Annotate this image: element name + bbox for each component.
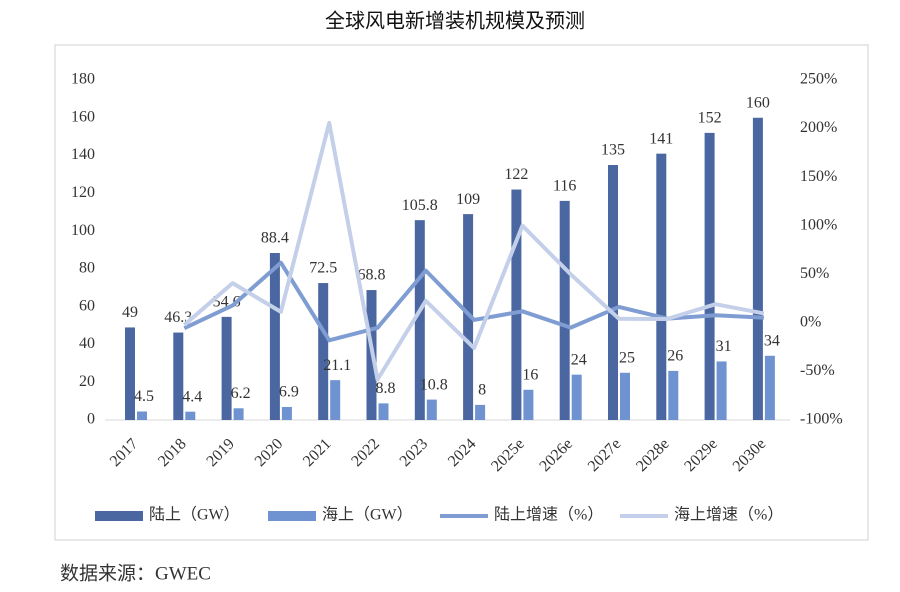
y-tick-label: 60 [79,297,95,314]
data-label: 105.8 [402,197,438,214]
bar [414,220,425,420]
data-label: 4.4 [182,388,202,405]
x-tick-label: 2019 [203,435,238,470]
legend-swatch [268,511,316,521]
y2-tick-label: 200% [800,119,837,136]
y2-tick-label: 250% [800,71,837,88]
legend-label: 海上（GW） [322,506,413,524]
y2-tick-label: -100% [800,411,843,428]
x-tick-label: 2030e [730,435,770,475]
legend-label: 陆上（GW） [149,506,240,524]
x-tick-label: 2023 [397,435,432,470]
bar [752,117,763,421]
y-tick-label: 140 [71,146,95,163]
bar [559,200,570,420]
y2-tick-label: 50% [800,265,829,282]
y2-tick-label: 0% [800,314,821,331]
source: 数据来源：GWEC [60,562,211,584]
bar [608,165,618,420]
y-tick-label: 20 [79,373,95,390]
data-label: 6.9 [279,384,299,401]
bar [475,404,486,420]
x-tick-label: 2021 [300,435,335,470]
data-label: 8 [478,382,486,399]
y-tick-label: 80 [79,260,95,277]
data-label: 16 [522,366,538,383]
chart-title: 全球风电新增装机规模及预测 [325,9,585,33]
bar [173,332,184,420]
bar [511,189,522,420]
y-tick-label: 0 [87,411,95,428]
bar [716,361,727,420]
x-tick-label: 2026e [536,435,576,475]
data-label: 68.8 [358,267,386,284]
y-tick-label: 40 [79,335,95,352]
bar [426,399,437,420]
y2-tick-label: 100% [800,216,837,233]
data-label: 6.2 [231,385,251,402]
data-label: 31 [716,338,732,355]
x-tick-label: 2029e [681,435,721,475]
bar [523,389,534,420]
x-tick-label: 2020 [252,435,287,470]
data-label: 88.4 [261,230,289,247]
bar [668,370,679,420]
data-label: 10.8 [420,376,448,393]
y2-tick-label: 150% [800,168,837,185]
bar [125,327,135,420]
data-label: 21.1 [323,357,351,374]
bar [281,406,292,420]
data-label: 49 [122,304,138,321]
x-tick-label: 2025e [488,435,528,475]
bar [704,132,715,420]
data-label: 26 [667,348,683,365]
data-label: 24 [571,351,587,368]
bar [269,253,280,420]
bar [656,153,667,420]
x-tick-label: 2018 [155,435,190,470]
data-label: 109 [456,191,480,208]
x-tick-label: 2017 [107,435,142,470]
chart-frame [54,44,869,541]
x-tick-label: 2022 [348,435,383,470]
data-label: 25 [619,349,635,366]
y2-tick-label: -50% [800,362,835,379]
legend-label: 海上增速（%） [674,506,783,524]
bar [221,316,232,420]
bar [571,374,582,420]
data-label: 34 [764,332,780,349]
data-label: 72.5 [309,260,337,277]
data-label: 141 [649,130,673,147]
y-tick-label: 120 [71,184,95,201]
data-label: 8.8 [376,380,396,397]
x-tick-label: 2027e [585,435,625,475]
bar [185,411,196,420]
bar [330,380,341,420]
x-tick-label: 2028e [633,435,673,475]
y-tick-label: 180 [71,71,95,88]
bar [764,355,775,420]
y-tick-label: 100 [71,222,95,239]
x-tick-label: 2024 [445,435,480,470]
bar [378,403,389,420]
data-label: 122 [504,166,528,183]
bar [620,372,630,420]
legend-label: 陆上增速（%） [494,506,603,524]
data-label: 152 [698,110,722,127]
bar [137,411,147,420]
bar [233,408,244,420]
y-tick-label: 160 [71,108,95,125]
data-label: 116 [553,178,576,195]
line-series [182,120,765,382]
legend-swatch [95,511,143,521]
data-label: 160 [746,94,770,111]
data-label: 135 [601,142,625,159]
bar [318,283,329,420]
bar [463,214,474,420]
data-label: 4.5 [134,388,154,405]
